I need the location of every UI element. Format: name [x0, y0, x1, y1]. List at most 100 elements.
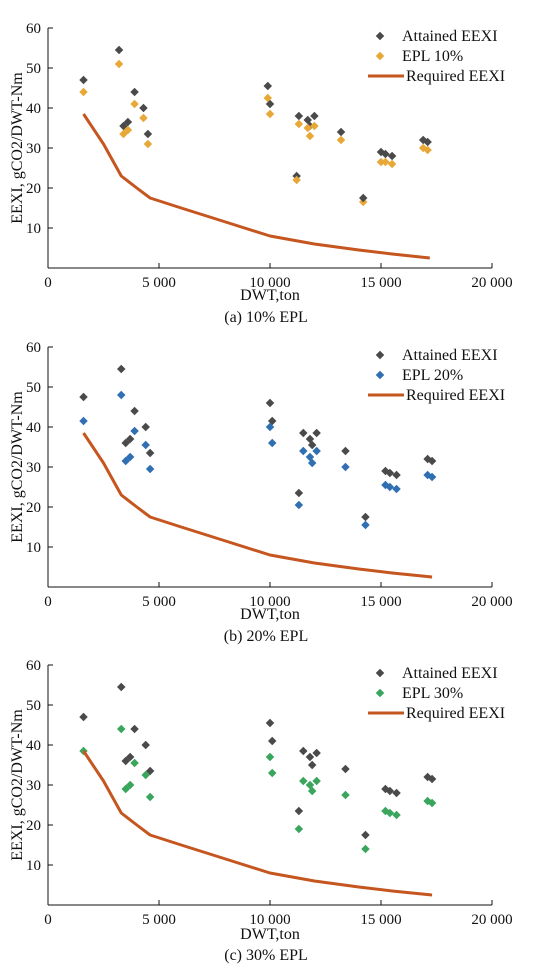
data-point-epl — [299, 776, 308, 786]
data-point-attained — [392, 788, 401, 798]
data-point-epl — [423, 145, 432, 155]
data-point-epl — [263, 93, 273, 103]
x-tick-label: 10 000 — [249, 912, 290, 928]
data-point-attained — [294, 806, 304, 816]
chart-caption: (b) 20% EPL — [224, 628, 308, 645]
data-point-attained — [361, 512, 370, 522]
legend-marker-swatch — [375, 51, 385, 61]
y-axis-label: EEXI, gCO2/DWT-Nm — [9, 72, 26, 224]
data-point-attained — [265, 398, 275, 408]
y-tick-label: 40 — [26, 420, 41, 436]
data-point-epl — [385, 808, 395, 818]
data-point-attained — [114, 45, 124, 55]
x-tick-label: 10 000 — [249, 594, 290, 610]
x-tick-label: 0 — [44, 912, 52, 928]
y-tick-label: 60 — [26, 658, 41, 674]
data-point-attained — [123, 117, 133, 127]
x-tick-label: 10 000 — [249, 275, 290, 291]
data-point-attained — [79, 75, 88, 85]
data-point-epl — [117, 724, 126, 734]
data-point-attained — [312, 428, 321, 438]
data-point-epl — [123, 125, 133, 135]
data-point-attained — [143, 129, 153, 139]
data-point-attained — [294, 488, 304, 498]
data-point-attained — [341, 446, 350, 456]
data-point-attained — [385, 786, 395, 796]
data-point-attained — [263, 81, 273, 91]
data-point-epl — [292, 175, 301, 185]
data-point-epl — [265, 752, 275, 762]
required-eexi-line — [82, 750, 433, 897]
chart-panel-2: 10 20 30 40 50 60 0 5 000 10 000 15 000 20 000 DWT,… — [9, 340, 513, 645]
data-point-epl — [310, 121, 319, 131]
data-point-epl — [117, 390, 126, 400]
x-tick-label: 20 000 — [471, 275, 512, 291]
data-point-epl — [114, 59, 124, 69]
data-point-attained — [307, 760, 317, 770]
data-point-attained — [392, 470, 401, 480]
data-point-attained — [79, 392, 88, 402]
data-point-epl — [130, 758, 139, 768]
data-point-attained — [381, 149, 390, 159]
data-point-epl — [143, 139, 153, 149]
data-point-attained — [267, 736, 277, 746]
data-point-epl — [294, 119, 304, 129]
x-axis-label: DWT,ton — [240, 606, 300, 623]
x-tick-label: 0 — [44, 594, 52, 610]
data-point-epl — [361, 520, 370, 530]
data-point-epl — [427, 798, 437, 808]
data-point-attained — [139, 103, 148, 113]
data-point-attained — [130, 406, 139, 416]
data-point-epl — [79, 416, 88, 426]
y-tick-label: 50 — [26, 61, 41, 77]
y-tick-label: 40 — [26, 101, 41, 117]
data-point-epl — [79, 87, 88, 97]
x-tick-label: 5 000 — [142, 912, 176, 928]
y-tick-label: 50 — [26, 698, 41, 714]
data-point-epl — [303, 123, 312, 133]
data-point-attained — [117, 364, 126, 374]
data-point-epl — [392, 484, 401, 494]
data-point-attained — [141, 740, 150, 750]
data-point-attained — [427, 774, 437, 784]
y-tick-label: 10 — [26, 858, 41, 874]
x-axis-label: DWT,ton — [240, 926, 300, 943]
chart-caption: (c) 30% EPL — [224, 947, 308, 964]
data-point-epl — [427, 472, 437, 482]
y-tick-label: 20 — [26, 181, 41, 197]
x-tick-label: 20 000 — [471, 912, 512, 928]
data-point-epl — [130, 99, 139, 109]
legend-label: Required EEXI — [406, 387, 505, 404]
data-point-epl — [361, 844, 370, 854]
legend-label: Attained EEXI — [402, 28, 498, 45]
data-point-epl — [392, 810, 401, 820]
data-point-attained — [341, 764, 350, 774]
data-point-epl — [294, 500, 304, 510]
data-point-epl — [265, 109, 275, 119]
legend-label: Required EEXI — [406, 705, 505, 722]
data-point-epl — [267, 768, 277, 778]
data-point-attained — [125, 434, 135, 444]
data-point-attained — [336, 127, 346, 137]
data-point-attained — [361, 830, 370, 840]
data-point-epl — [385, 482, 395, 492]
data-point-attained — [387, 151, 397, 161]
x-tick-label: 15 000 — [360, 275, 401, 291]
legend-marker-swatch — [375, 350, 385, 360]
y-tick-label: 10 — [26, 540, 41, 556]
data-point-epl — [341, 790, 350, 800]
legend-label: Attained EEXI — [402, 347, 498, 364]
chart-panel-1: 10 20 30 40 50 60 0 5 000 10 000 15 000 20 000 DWT,… — [9, 21, 513, 326]
legend-marker-swatch — [375, 668, 385, 678]
data-point-epl — [312, 446, 321, 456]
data-point-epl — [312, 776, 321, 786]
y-tick-label: 60 — [26, 21, 41, 37]
chart-panel-3: 10 20 30 40 50 60 0 5 000 10 000 15 000 20 000 DWT,… — [9, 658, 513, 964]
x-tick-label: 15 000 — [360, 594, 401, 610]
x-tick-label: 5 000 — [142, 594, 176, 610]
required-eexi-line — [82, 113, 430, 260]
data-point-attained — [265, 718, 275, 728]
x-tick-label: 15 000 — [360, 912, 401, 928]
data-point-epl — [305, 131, 315, 141]
